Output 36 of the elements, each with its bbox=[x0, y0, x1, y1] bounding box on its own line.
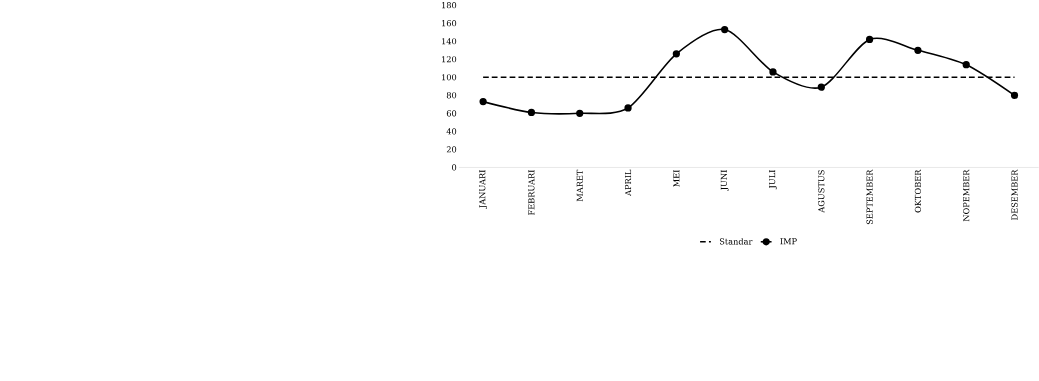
x-tick-label: DESEMBER bbox=[1011, 169, 1018, 220]
point bbox=[479, 98, 487, 106]
y-tick-label: 100 bbox=[442, 74, 457, 81]
point bbox=[576, 109, 584, 117]
legend-label: Standar bbox=[719, 238, 753, 245]
y-tick-label: 140 bbox=[442, 38, 457, 45]
x-tick-label: JUNI bbox=[720, 170, 729, 191]
y-tick-label: 40 bbox=[446, 128, 457, 135]
y-tick-label: 160 bbox=[442, 20, 457, 27]
point bbox=[1010, 91, 1019, 99]
x-tick-label: MARET bbox=[576, 169, 583, 202]
x-tick-label: AGUSTUS bbox=[818, 170, 825, 213]
y-tick-label: 80 bbox=[446, 92, 457, 99]
y-tick-label: 0 bbox=[452, 164, 457, 171]
point bbox=[672, 50, 680, 58]
y-tick-label: 60 bbox=[446, 110, 457, 117]
point bbox=[962, 61, 970, 69]
point bbox=[624, 104, 632, 112]
point bbox=[865, 35, 874, 44]
point bbox=[721, 25, 729, 34]
x-tick-label: JANUARI bbox=[479, 170, 487, 209]
y-tick-label: 180 bbox=[442, 2, 457, 9]
y-tick-label: 120 bbox=[442, 56, 457, 63]
point bbox=[769, 68, 777, 76]
point bbox=[914, 46, 922, 54]
x-tick-label: MEI bbox=[673, 170, 680, 187]
x-tick-label: APRIL bbox=[625, 169, 632, 197]
point bbox=[527, 108, 536, 117]
y-tick-label: 20 bbox=[446, 146, 457, 153]
x-tick-label: JULI bbox=[769, 170, 777, 190]
x-tick-label: OKTOBER bbox=[914, 169, 922, 213]
legend-label: IMP bbox=[780, 238, 797, 245]
x-tick-label: SEPTEMBER bbox=[866, 169, 873, 225]
point bbox=[817, 83, 825, 91]
x-tick-label: NOPEMBER bbox=[963, 169, 970, 222]
x-tick-label: FEBRUARI bbox=[528, 170, 535, 216]
